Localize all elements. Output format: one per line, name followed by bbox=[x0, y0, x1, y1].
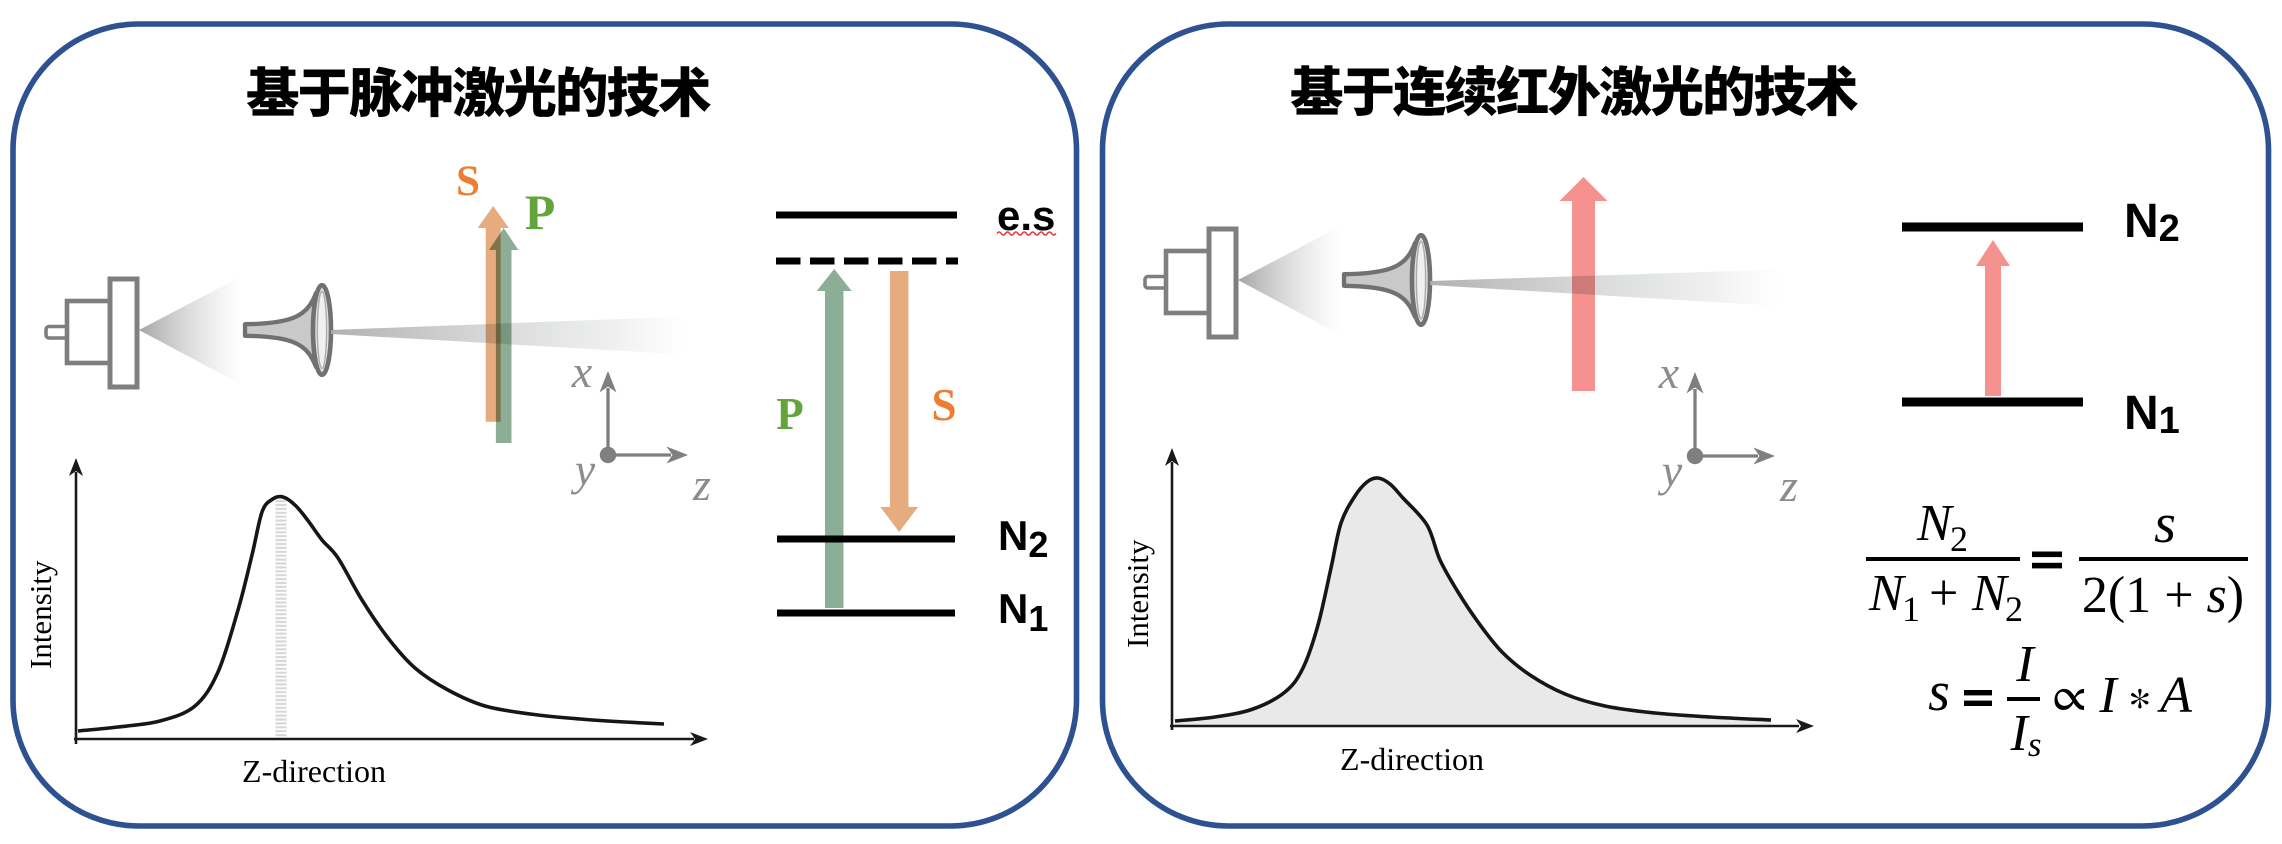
svg-text:s: s bbox=[2154, 493, 2176, 555]
svg-text:A: A bbox=[2157, 667, 2192, 724]
svg-text:N1: N1 bbox=[998, 585, 1048, 639]
svg-text:s: s bbox=[1928, 661, 1950, 723]
svg-text:N: N bbox=[1971, 565, 2010, 622]
svg-text:1: 1 bbox=[1902, 589, 1920, 629]
svg-text:N2: N2 bbox=[2124, 195, 2180, 250]
svg-text:Z-direction: Z-direction bbox=[1340, 741, 1484, 777]
svg-text:N: N bbox=[1868, 565, 1907, 622]
svg-text:+: + bbox=[1929, 565, 1958, 622]
svg-text:2: 2 bbox=[2005, 589, 2023, 629]
svg-text:e.s: e.s bbox=[997, 192, 1055, 239]
svg-text:P: P bbox=[525, 184, 556, 240]
svg-text:N: N bbox=[1916, 495, 1955, 552]
svg-text:S: S bbox=[931, 380, 956, 430]
svg-text:I: I bbox=[2098, 667, 2119, 724]
svg-text:2(1 + s): 2(1 + s) bbox=[2082, 567, 2244, 624]
svg-text:Intensity: Intensity bbox=[23, 560, 58, 669]
svg-text:I: I bbox=[2015, 636, 2036, 693]
svg-text:P: P bbox=[776, 389, 804, 439]
svg-text:Intensity: Intensity bbox=[1120, 539, 1155, 648]
svg-text:2: 2 bbox=[1950, 519, 1968, 559]
svg-text:Z-direction: Z-direction bbox=[242, 753, 386, 789]
svg-text:S: S bbox=[456, 158, 480, 205]
